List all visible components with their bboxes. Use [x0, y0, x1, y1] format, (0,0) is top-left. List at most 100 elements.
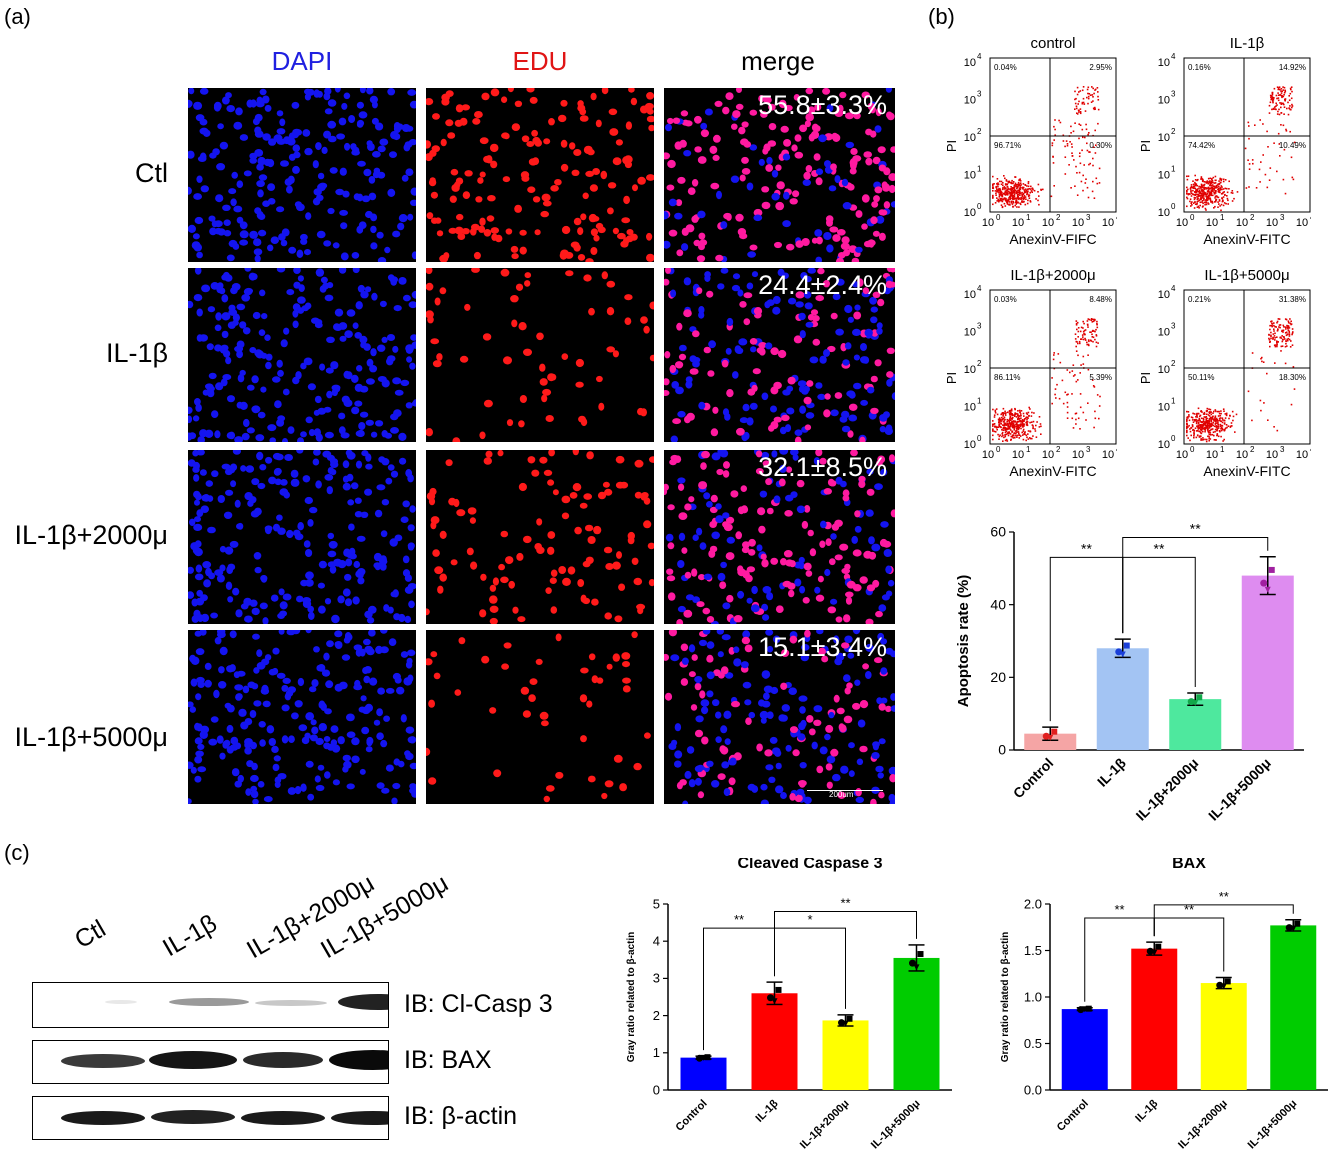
- y-tick-label: 10: [1158, 289, 1170, 301]
- y-tick-exponent: 4: [1171, 52, 1176, 61]
- data-point: [1224, 978, 1231, 985]
- y-tick-exponent: 3: [1171, 321, 1176, 330]
- x-tick-label: 10: [982, 217, 994, 229]
- data-point: [1155, 943, 1162, 950]
- x-tick-label: 10: [1176, 449, 1188, 461]
- x-tick-exponent: 2: [1250, 213, 1255, 222]
- y-tick-label: 4: [653, 934, 660, 949]
- bar: [1200, 983, 1247, 1090]
- flow-plot-title: IL-1β+2000μ: [1010, 267, 1095, 284]
- data-point: [1290, 925, 1297, 932]
- data-point: [1151, 949, 1158, 956]
- bar: [1061, 1009, 1108, 1090]
- data-point: [1264, 586, 1271, 593]
- panel-a-label: (a): [4, 4, 31, 29]
- bar: [1241, 575, 1294, 750]
- micrograph-dapi: [188, 268, 416, 442]
- x-tick-label: 10: [1012, 217, 1024, 229]
- data-point: [1077, 1006, 1085, 1014]
- y-tick-label: 10: [1158, 439, 1170, 451]
- data-point: [1268, 566, 1275, 573]
- x-tick-label: 10: [1042, 217, 1054, 229]
- significance-bracket: [774, 910, 917, 977]
- data-point: [1119, 651, 1126, 658]
- quadrant-percentage: 5.39%: [1089, 373, 1112, 382]
- data-point: [1260, 579, 1268, 587]
- quadrant-percentage: 2.95%: [1089, 63, 1112, 72]
- x-tick-label: 10: [1296, 217, 1308, 229]
- category-label: IL-1β+5000μ: [869, 1098, 923, 1152]
- x-tick-label: 10: [1266, 449, 1278, 461]
- y-tick-label: 0: [998, 742, 1006, 758]
- x-tick-label: 10: [1072, 449, 1084, 461]
- western-blot-beta-actin: [32, 1096, 415, 1140]
- data-point: [700, 1054, 707, 1061]
- y-tick-exponent: 0: [977, 434, 982, 443]
- y-tick-exponent: 2: [1171, 127, 1176, 136]
- significance-label: **: [1081, 540, 1092, 556]
- data-point: [1042, 732, 1050, 740]
- y-tick-exponent: 3: [1171, 89, 1176, 98]
- data-point: [1192, 700, 1199, 707]
- x-tick-label: 10: [1072, 217, 1084, 229]
- quadrant-percentage: 31.38%: [1279, 295, 1306, 304]
- category-label: IL-1β: [754, 1097, 781, 1124]
- y-tick-label: 3: [653, 971, 660, 986]
- y-tick-label: 0.0: [1024, 1082, 1042, 1097]
- x-tick-label: 10: [1012, 449, 1024, 461]
- x-tick-label: 10: [1176, 217, 1188, 229]
- y-tick-label: 10: [964, 94, 976, 106]
- y-tick-label: 0: [653, 1082, 660, 1097]
- category-label: IL-1β: [1094, 754, 1129, 789]
- quadrant-percentage: 10.49%: [1279, 141, 1306, 150]
- y-tick-exponent: 1: [1171, 396, 1176, 405]
- y-tick-label: 2.0: [1024, 896, 1042, 911]
- y-tick-label: 10: [964, 132, 976, 144]
- quadrant-percentage: 18.30%: [1279, 373, 1306, 382]
- category-label: Control: [1055, 1098, 1091, 1134]
- quadrant-percentage: 50.11%: [1188, 373, 1215, 382]
- y-tick-label: 10: [964, 364, 976, 376]
- x-tick-exponent: 3: [1086, 213, 1091, 222]
- bar: [1270, 925, 1317, 1090]
- x-tick-label: 10: [1206, 217, 1218, 229]
- micrograph-dapi: [188, 88, 416, 262]
- category-label: IL-1β: [1133, 1097, 1160, 1124]
- y-tick-label: 10: [1158, 57, 1170, 69]
- x-tick-label: 10: [982, 449, 994, 461]
- western-blot-bax: [32, 1040, 417, 1084]
- column-header-dapi: DAPI: [271, 46, 333, 76]
- panel-c-label: (c): [4, 840, 30, 865]
- bar: [751, 993, 798, 1090]
- cleaved-caspase3-bar-chart: Cleaved Caspase 3 0 1 2 3 4 5 Gray ratio relate…: [626, 858, 952, 1152]
- data-point: [917, 951, 924, 958]
- y-tick-exponent: 0: [1171, 202, 1176, 211]
- y-tick-exponent: 3: [977, 321, 982, 330]
- significance-label: **: [1154, 540, 1165, 556]
- micrograph-dapi: [188, 450, 416, 624]
- y-tick-exponent: 1: [1171, 164, 1176, 173]
- data-point: [1187, 698, 1195, 706]
- x-tick-exponent: 4: [1116, 213, 1117, 222]
- quadrant-percentage: 86.11%: [994, 373, 1021, 382]
- category-label: IL-1β+5000μ: [1246, 1098, 1300, 1152]
- y-tick-label: 1.5: [1024, 943, 1042, 958]
- y-tick-label: 10: [1158, 364, 1170, 376]
- edu-percentage: 15.1±3.4%: [758, 632, 887, 662]
- data-point: [1081, 1006, 1088, 1013]
- data-point: [1047, 734, 1054, 741]
- y-tick-exponent: 0: [1171, 434, 1176, 443]
- micrograph-merge: 32.1±8.5%: [664, 450, 895, 624]
- micrograph-edu: [426, 88, 654, 262]
- y-tick-exponent: 2: [977, 359, 982, 368]
- y-tick-label: 10: [1158, 94, 1170, 106]
- y-tick-exponent: 4: [1171, 284, 1176, 293]
- y-tick-label: 40: [990, 596, 1006, 612]
- x-tick-exponent: 0: [1190, 445, 1195, 454]
- data-point: [775, 986, 782, 993]
- quadrant-percentage: 96.71%: [994, 141, 1021, 150]
- significance-bracket: [1153, 904, 1294, 937]
- data-point: [1123, 642, 1130, 649]
- micrograph-merge: 15.1±3.4% 200um: [664, 630, 895, 804]
